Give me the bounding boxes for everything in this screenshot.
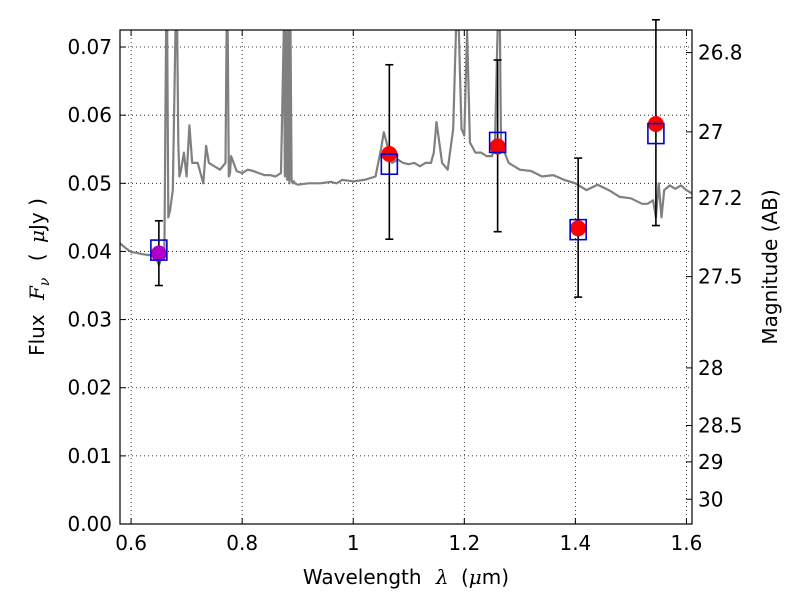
y-tick-label: 0.03 [67, 308, 112, 332]
model-phot-square [380, 153, 399, 176]
x-tick-label: 1.6 [671, 531, 703, 555]
model-spectrum [120, 30, 692, 267]
model-phot-square [150, 239, 168, 261]
right-tick-label: 30 [698, 487, 723, 511]
x-tick-label: 1 [347, 531, 360, 555]
y-tick-label: 0.05 [67, 171, 112, 195]
y-tick-label: 0.04 [67, 239, 112, 263]
right-tick-label: 28 [698, 356, 723, 380]
y-tick-label: 0.00 [67, 512, 112, 536]
y-axis-label: Flux Fν ( μJy ) [25, 198, 54, 356]
x-tick-label: 1.4 [559, 531, 591, 555]
right-tick-label: 27.2 [698, 186, 743, 210]
y-tick-label: 0.06 [67, 103, 112, 127]
grid [120, 30, 692, 525]
model-phot-square [647, 122, 665, 145]
observed-point [570, 220, 587, 237]
right-tick-label: 27 [698, 120, 723, 144]
x-tick-label: 0.8 [226, 531, 258, 555]
right-tick-label: 28.5 [698, 414, 743, 438]
model-spectrum-line [120, 30, 692, 267]
observed-point [489, 138, 506, 155]
model-phot-square [569, 218, 587, 241]
data-points [150, 116, 665, 262]
right-tick-label: 27.5 [698, 265, 743, 289]
right-tick-label: 26.8 [698, 41, 743, 65]
y-tick-label: 0.07 [67, 35, 112, 59]
observed-point [150, 245, 167, 262]
ticks: 0.6 0.8 1 1.2 1.4 1.6 0.00 0.01 0.02 0.03 0.04 0.05… [67, 30, 743, 555]
right-axis-label: Magnitude (AB) [758, 189, 782, 344]
plot-frame [119, 29, 693, 525]
y-tick-label: 0.01 [67, 444, 112, 468]
x-tick-label: 0.6 [115, 531, 147, 555]
x-axis-label: Wavelength λ (μm) [303, 565, 509, 589]
y-tick-label: 0.02 [67, 376, 112, 400]
model-phot-square [488, 131, 507, 154]
right-tick-label: 29 [698, 450, 723, 474]
x-tick-label: 1.2 [448, 531, 480, 555]
